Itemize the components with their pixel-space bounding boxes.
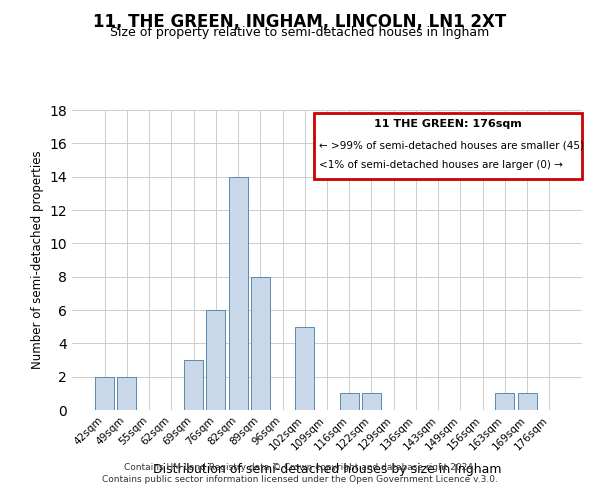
Bar [184,360,203,410]
Text: 11, THE GREEN, INGHAM, LINCOLN, LN1 2XT: 11, THE GREEN, INGHAM, LINCOLN, LN1 2XT [94,12,506,30]
Y-axis label: Number of semi-detached properties: Number of semi-detached properties [31,150,44,370]
Bar [295,326,314,410]
Bar [118,376,136,410]
Text: ← >99% of semi-detached houses are smaller (45): ← >99% of semi-detached houses are small… [319,140,584,150]
Bar [496,394,514,410]
Bar [362,394,381,410]
FancyBboxPatch shape [314,113,582,179]
X-axis label: Distribution of semi-detached houses by size in Ingham: Distribution of semi-detached houses by … [153,463,501,476]
Bar [251,276,270,410]
Text: Contains public sector information licensed under the Open Government Licence v.: Contains public sector information licen… [102,475,498,484]
Bar [95,376,114,410]
Text: <1% of semi-detached houses are larger (0) →: <1% of semi-detached houses are larger (… [319,160,563,170]
Text: Contains HM Land Registry data © Crown copyright and database right 2024.: Contains HM Land Registry data © Crown c… [124,462,476,471]
Text: Size of property relative to semi-detached houses in Ingham: Size of property relative to semi-detach… [110,26,490,39]
Bar [518,394,536,410]
Bar [340,394,359,410]
Bar [206,310,225,410]
Text: 11 THE GREEN: 176sqm: 11 THE GREEN: 176sqm [374,119,522,129]
Bar [229,176,248,410]
